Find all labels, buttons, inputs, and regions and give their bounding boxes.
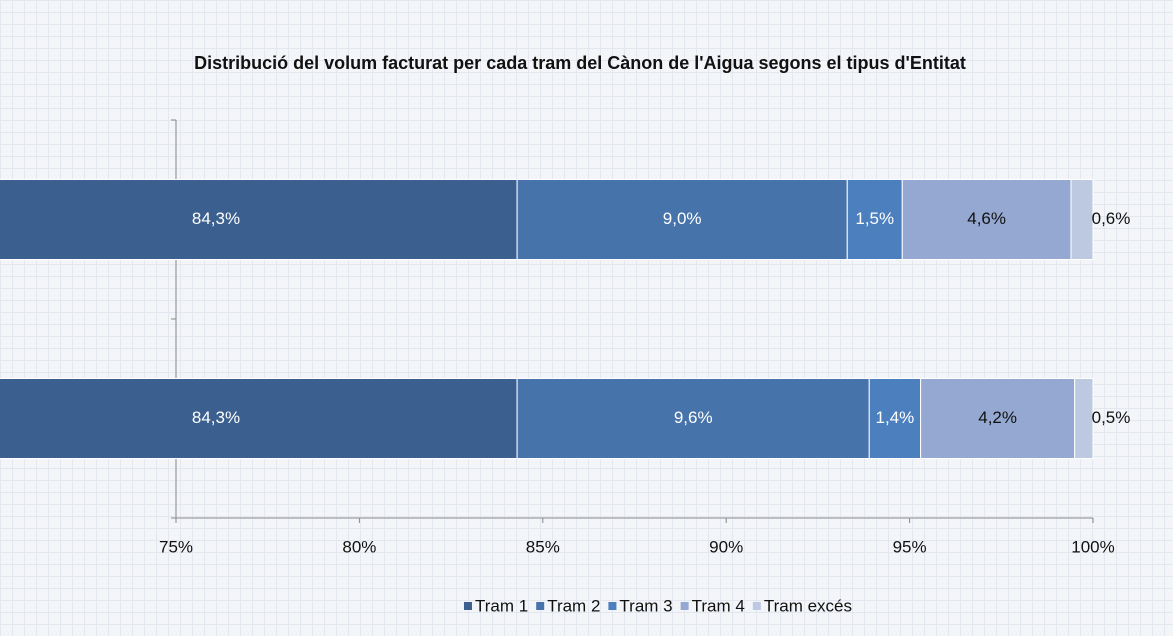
data-label: 1,5% — [855, 209, 894, 228]
legend-label: Tram 4 — [692, 596, 745, 615]
x-tick-label: 95% — [893, 537, 927, 556]
bar-segment — [516, 179, 848, 260]
data-label: 9,6% — [674, 408, 713, 427]
chart-title: Distribució del volum facturat per cada … — [194, 53, 966, 73]
data-label: 4,2% — [978, 408, 1017, 427]
data-label: 0,6% — [1092, 209, 1131, 228]
data-label: 4,6% — [967, 209, 1006, 228]
legend-swatch — [680, 602, 689, 610]
data-label: 84,3% — [192, 209, 240, 228]
bar-segment — [846, 179, 903, 260]
legend-swatch — [608, 602, 617, 610]
bar-segment — [0, 179, 518, 260]
data-label: 84,3% — [192, 408, 240, 427]
x-tick-label: 75% — [159, 537, 193, 556]
bar-segment — [868, 378, 922, 459]
x-tick-label: 85% — [526, 537, 560, 556]
legend-swatch — [463, 602, 472, 610]
legend-swatch — [536, 602, 545, 610]
bar-segment — [516, 378, 870, 459]
bar-segment — [920, 378, 1076, 459]
x-tick-label: 90% — [709, 537, 743, 556]
bar-segment — [901, 179, 1072, 260]
data-label: 0,5% — [1092, 408, 1131, 427]
x-tick-label: 80% — [342, 537, 376, 556]
legend-label: Tram 3 — [619, 596, 672, 615]
data-label: 9,0% — [663, 209, 702, 228]
x-tick-label: 100% — [1071, 537, 1114, 556]
bar-segment — [0, 378, 518, 459]
legend-label: Tram 1 — [475, 596, 528, 615]
legend-label: Tram 2 — [547, 596, 600, 615]
data-label: 1,4% — [876, 408, 915, 427]
legend-label: Tram excés — [764, 596, 852, 615]
bar-segment — [1074, 378, 1094, 459]
legend-swatch — [752, 602, 761, 610]
bar-segment — [1070, 179, 1094, 260]
